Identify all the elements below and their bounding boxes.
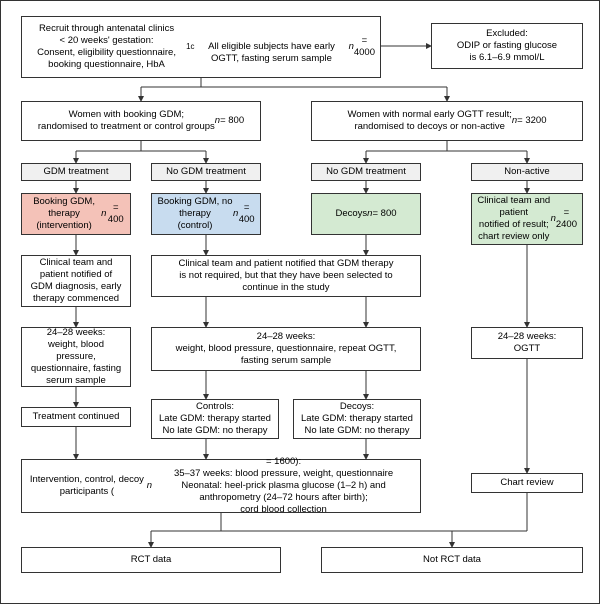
arm-decoys: Decoysn = 800 <box>311 193 421 235</box>
box-recruit: Recruit through antenatal clinics< 20 we… <box>21 16 381 78</box>
arm-intervention: Booking GDM, therapy(intervention)n = 40… <box>21 193 131 235</box>
followup: Intervention, control, decoy participant… <box>21 459 421 513</box>
box-excluded: Excluded:ODIP or fasting glucoseis 6.1–6… <box>431 23 583 69</box>
hdr-no-gdm-2: No GDM treatment <box>311 163 421 181</box>
notify-no-treatment: Clinical team and patient notified that … <box>151 255 421 297</box>
continue-controls: Controls:Late GDM: therapy startedNo lat… <box>151 399 279 439</box>
hdr-nonactive: Non-active <box>471 163 583 181</box>
hdr-gdm-treatment: GDM treatment <box>21 163 131 181</box>
arm-control: Booking GDM, no therapy(control)n = 400 <box>151 193 261 235</box>
wk24-nonactive: 24–28 weeks:OGTT <box>471 327 583 359</box>
wk24-no-treatment: 24–28 weeks:weight, blood pressure, ques… <box>151 327 421 371</box>
box-gdm-rand: Women with booking GDM;randomised to tre… <box>21 101 261 141</box>
arm-nonactive: Clinical team and patientnotified of res… <box>471 193 583 245</box>
hdr-no-gdm-1: No GDM treatment <box>151 163 261 181</box>
box-normal-rand: Women with normal early OGTT result;rand… <box>311 101 583 141</box>
continue-treatment: Treatment continued <box>21 407 131 427</box>
flowchart-canvas: Recruit through antenatal clinics< 20 we… <box>0 0 600 604</box>
chart-review: Chart review <box>471 473 583 493</box>
rct-data: RCT data <box>21 547 281 573</box>
not-rct-data: Not RCT data <box>321 547 583 573</box>
notify-treatment: Clinical team andpatient notified ofGDM … <box>21 255 131 307</box>
continue-decoys: Decoys:Late GDM: therapy startedNo late … <box>293 399 421 439</box>
wk24-treatment: 24–28 weeks:weight, bloodpressure,questi… <box>21 327 131 387</box>
